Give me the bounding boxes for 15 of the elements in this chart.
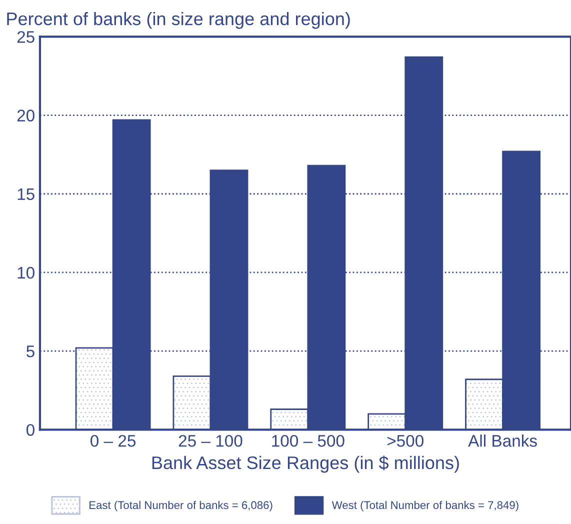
x-axis-title: Bank Asset Size Ranges (in $ millions) — [152, 456, 459, 473]
legend-label: West (Total Number of banks = 7,849) — [332, 500, 518, 512]
y-tick-label: 15 — [18, 188, 34, 200]
y-tick-label: 5 — [26, 346, 34, 358]
legend-label: East (Total Number of banks = 6,086) — [90, 500, 272, 512]
y-tick-label: 25 — [17, 31, 34, 43]
x-tick-label: >500 — [387, 434, 424, 447]
x-tick-label: 0 – 25 — [90, 434, 136, 447]
y-tick-label: 0 — [26, 424, 34, 436]
x-tick-label: 100 – 500 — [272, 434, 344, 447]
y-axis-title: Percent of banks (in size range and region) — [7, 12, 350, 29]
x-tick-label: All Banks — [468, 434, 537, 447]
x-tick-label: 25 – 100 — [178, 434, 242, 447]
y-tick-label: 10 — [18, 266, 34, 279]
y-tick-label: 20 — [17, 110, 34, 122]
